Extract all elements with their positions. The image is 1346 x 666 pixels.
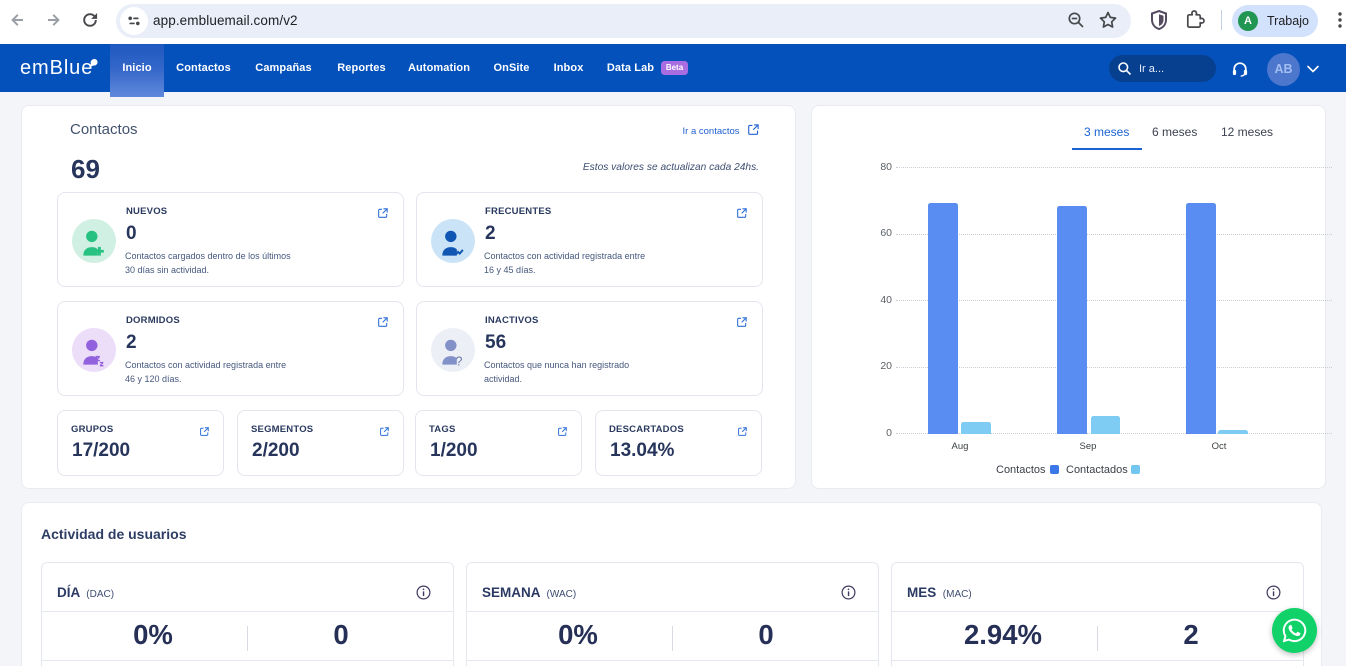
svg-text:?: ?	[456, 354, 463, 368]
